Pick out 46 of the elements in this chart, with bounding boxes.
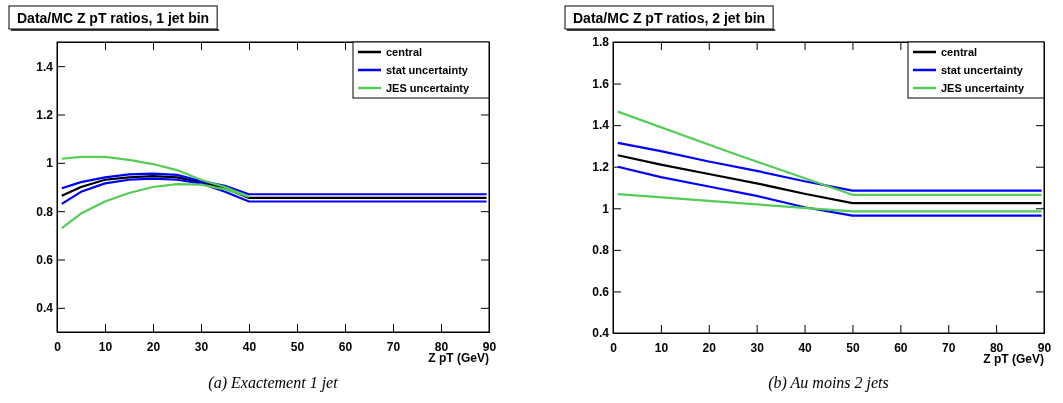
legend-label: stat uncertainty [386, 64, 469, 76]
y-tick-label: 1.4 [36, 59, 54, 74]
x-tick-label: 60 [338, 339, 353, 354]
x-tick-label: 10 [654, 340, 669, 355]
legend-label: central [941, 46, 978, 58]
text: (b) Au moins 2 jets [768, 374, 889, 392]
y-tick-label: 0.6 [592, 284, 610, 299]
x-tick-label: 30 [194, 339, 209, 354]
x-axis-title: Z pT (GeV) [983, 352, 1044, 366]
y-tick-label: 0.4 [36, 301, 54, 316]
legend-label: JES uncertainty [941, 82, 1026, 94]
x-tick-label: 70 [386, 339, 401, 354]
x-tick-label: 0 [610, 340, 618, 355]
x-tick-label: 80 [434, 339, 449, 354]
text: (a) Exactement 1 jet [208, 374, 339, 392]
x-tick-label: 50 [846, 340, 860, 355]
y-tick-label: 1 [46, 156, 54, 171]
x-axis-title: Z pT (GeV) [428, 351, 489, 365]
legend-label: central [386, 46, 423, 58]
x-tick-label: 40 [242, 339, 257, 354]
y-tick-label: 1 [602, 201, 610, 216]
x-tick-label: 80 [989, 340, 1004, 355]
x-tick-label: 50 [290, 339, 305, 354]
x-tick-label: 70 [942, 340, 956, 355]
legend-label: stat uncertainty [941, 64, 1024, 76]
x-tick-label: 20 [146, 339, 161, 354]
x-tick-label: 90 [482, 339, 497, 354]
y-tick-label: 1.6 [592, 76, 610, 91]
y-tick-label: 1.8 [592, 35, 610, 50]
y-tick-label: 0.6 [36, 252, 54, 267]
y-tick-label: 1.2 [592, 160, 610, 175]
x-tick-label: 10 [98, 339, 113, 354]
x-tick-label: 60 [894, 340, 908, 355]
x-tick-label: 90 [1037, 340, 1052, 355]
x-tick-label: 20 [702, 340, 717, 355]
y-tick-label: 1.2 [36, 107, 54, 122]
y-tick-label: 0.4 [592, 326, 610, 341]
chart-title: Data/MC Z pT ratios, 1 jet bin [17, 10, 210, 26]
y-tick-label: 0.8 [36, 204, 54, 219]
x-tick-label: 30 [750, 340, 765, 355]
legend-label: JES uncertainty [386, 82, 471, 94]
x-tick-label: 0 [54, 339, 62, 354]
y-tick-label: 1.4 [592, 118, 610, 133]
chart-title: Data/MC Z pT ratios, 2 jet bin [573, 10, 766, 26]
y-tick-label: 0.8 [592, 243, 610, 258]
x-tick-label: 40 [798, 340, 813, 355]
